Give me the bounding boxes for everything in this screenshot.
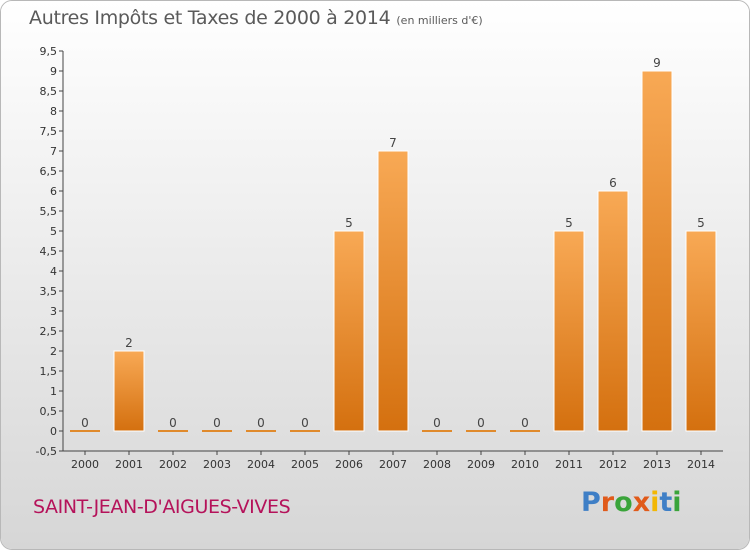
y-tick-label: 5 — [50, 225, 57, 238]
x-tick-label-2011: 2011 — [555, 458, 583, 471]
y-tick-label: 9,5 — [40, 45, 58, 58]
data-label-2011: 5 — [565, 216, 573, 230]
y-tick-label: 3,5 — [40, 285, 58, 298]
y-tick-label: 7 — [50, 145, 57, 158]
data-label-2004: 0 — [257, 416, 265, 430]
logo-letter: i — [672, 487, 682, 518]
y-tick-label: 8 — [50, 105, 57, 118]
data-label-2006: 5 — [345, 216, 353, 230]
x-tick-label-2007: 2007 — [379, 458, 407, 471]
x-tick-label-2014: 2014 — [687, 458, 715, 471]
y-tick-label: 0,5 — [40, 405, 58, 418]
data-label-2012: 6 — [609, 176, 617, 190]
y-tick-label: 1,5 — [40, 365, 58, 378]
y-tick-label: 9 — [50, 65, 57, 78]
data-label-2013: 9 — [653, 56, 661, 70]
chart-title: Autres Impôts et Taxes de 2000 à 2014 — [29, 7, 391, 29]
logo-letter: x — [632, 487, 651, 518]
data-label-2009: 0 — [477, 416, 485, 430]
chart-title-block: Autres Impôts et Taxes de 2000 à 2014 (en… — [29, 7, 483, 29]
data-label-2000: 0 — [81, 416, 89, 430]
logo-letter: t — [659, 487, 673, 518]
labels: -0,5 0 0,5 1 1,5 2 2,5 3 3,5 4 4,5 5 5,5 6 6,5 7 7,5 8 8,5… — [36, 45, 715, 471]
data-label-2007: 7 — [389, 136, 397, 150]
y-tick-label: 1 — [50, 385, 57, 398]
y-tick-label: 2,5 — [40, 325, 58, 338]
y-tick-label: 8,5 — [40, 85, 58, 98]
x-tick-label-2005: 2005 — [291, 458, 319, 471]
bar-2013 — [641, 70, 673, 432]
x-tick-label-2009: 2009 — [467, 458, 495, 471]
y-tick-label: 5,5 — [40, 205, 58, 218]
axes — [59, 50, 723, 455]
data-label-2003: 0 — [213, 416, 221, 430]
logo-letter: r — [600, 487, 615, 518]
bar-2011 — [553, 230, 585, 432]
chart-subtitle: (en milliers d'€) — [396, 14, 483, 27]
logo-letter: o — [614, 487, 633, 518]
y-tick-label: 7,5 — [40, 125, 58, 138]
data-label-2010: 0 — [521, 416, 529, 430]
x-tick-label-2010: 2010 — [511, 458, 539, 471]
x-tick-label-2003: 2003 — [203, 458, 231, 471]
logo-letter: i — [650, 487, 660, 518]
bar-2006 — [333, 230, 365, 432]
bar-2012 — [597, 190, 629, 432]
bar-2014 — [685, 230, 717, 432]
proxiti-logo: Proxiti — [581, 487, 682, 518]
y-tick-label: 4,5 — [40, 245, 58, 258]
y-tick-label: 6,5 — [40, 165, 58, 178]
y-tick-label: 4 — [50, 265, 57, 278]
y-tick-label: 3 — [50, 305, 57, 318]
data-label-2014: 5 — [697, 216, 705, 230]
x-tick-label-2001: 2001 — [115, 458, 143, 471]
bar-2001 — [113, 350, 145, 432]
data-label-2001: 2 — [125, 336, 133, 350]
x-tick-label-2002: 2002 — [159, 458, 187, 471]
x-tick-label-2006: 2006 — [335, 458, 363, 471]
bars — [70, 70, 717, 432]
data-label-2008: 0 — [433, 416, 441, 430]
y-tick-label: 6 — [50, 185, 57, 198]
x-tick-label-2013: 2013 — [643, 458, 671, 471]
data-label-2005: 0 — [301, 416, 309, 430]
commune-name: SAINT-JEAN-D'AIGUES-VIVES — [33, 496, 291, 518]
bar-2007 — [377, 150, 409, 432]
y-tick-label: 0 — [50, 425, 57, 438]
x-tick-label-2012: 2012 — [599, 458, 627, 471]
x-tick-label-2000: 2000 — [71, 458, 99, 471]
x-tick-label-2008: 2008 — [423, 458, 451, 471]
data-label-2002: 0 — [169, 416, 177, 430]
logo-letter: P — [581, 487, 601, 518]
y-tick-label: 2 — [50, 345, 57, 358]
x-tick-label-2004: 2004 — [247, 458, 275, 471]
y-tick-label: -0,5 — [36, 445, 57, 458]
